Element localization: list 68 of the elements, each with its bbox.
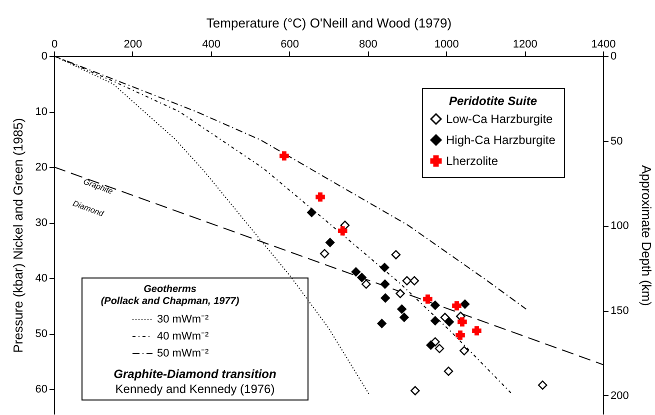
y2-tick-label: 200 [610, 390, 629, 402]
point [444, 366, 454, 376]
legend-label: 50 mWm⁻² [157, 348, 209, 360]
point [402, 276, 412, 286]
annotation: Geotherms [144, 284, 197, 295]
point [460, 299, 470, 309]
point [307, 208, 316, 218]
point [316, 192, 325, 202]
y-tick-label: 30 [35, 217, 48, 230]
y-tick-label: 20 [35, 162, 48, 174]
x-tick-label: 800 [359, 38, 378, 50]
point [444, 317, 454, 326]
legend-title: Peridotite Suite [448, 94, 538, 108]
point [430, 316, 440, 326]
x-tick-label: 200 [124, 38, 142, 50]
point [280, 151, 289, 161]
y2-tick-label: 0 [610, 50, 617, 62]
point [380, 262, 390, 272]
x-tick-label: 400 [202, 38, 221, 50]
point [400, 312, 409, 322]
point [452, 301, 462, 310]
y-axis-title: Pressure (kbar) Nickel and Green (1985) [10, 118, 26, 353]
legend-label: 40 mWm⁻² [157, 330, 209, 342]
point [426, 340, 436, 350]
point [538, 380, 548, 390]
point [380, 293, 390, 303]
point [458, 317, 467, 326]
legend-label: Lherzolite [446, 154, 498, 168]
point [430, 300, 440, 310]
point [397, 304, 406, 314]
y-tick-label: 50 [35, 328, 48, 340]
point [357, 272, 366, 282]
point [434, 344, 444, 354]
x-tick-label: 0 [51, 38, 58, 50]
annotation: Kennedy and Kennedy (1976) [115, 382, 275, 396]
y-tick-label: 60 [35, 384, 48, 396]
point [396, 288, 405, 298]
point [320, 248, 330, 258]
point [456, 330, 465, 340]
point [410, 276, 420, 286]
y-tick-label: 0 [41, 50, 48, 62]
y-tick-label: 10 [35, 106, 48, 118]
point [351, 267, 361, 277]
point [380, 279, 390, 289]
y-tick-label: 40 [35, 272, 48, 285]
y2-tick-label: 50 [610, 135, 623, 148]
point [377, 318, 386, 328]
legend-label: 30 mWm⁻² [157, 314, 209, 326]
y2-axis-title: Approximate Depth (km) [638, 165, 654, 306]
x-tick-label: 600 [280, 38, 299, 50]
y2-tick-label: 100 [610, 220, 629, 232]
annotation: Graphite-Diamond transition [114, 367, 276, 381]
point [325, 238, 335, 248]
point [423, 294, 432, 304]
x-tick-label: 1000 [434, 38, 459, 50]
annotation: (Pollack and Chapman, 1977) [100, 296, 240, 307]
y2-tick-label: 150 [610, 305, 629, 317]
legend-label: Low-Ca Harzburgite [446, 112, 554, 126]
point [362, 279, 371, 289]
point [410, 386, 420, 396]
x-tick-label: 1200 [512, 38, 538, 50]
x-tick-label: 1400 [591, 38, 616, 50]
point [472, 326, 482, 336]
x-axis-title: Temperature (°C) O'Neill and Wood (1979) [206, 16, 452, 30]
point [460, 346, 469, 356]
point [391, 250, 401, 260]
legend-label: High-Ca Harzburgite [446, 133, 556, 147]
point [338, 226, 348, 236]
